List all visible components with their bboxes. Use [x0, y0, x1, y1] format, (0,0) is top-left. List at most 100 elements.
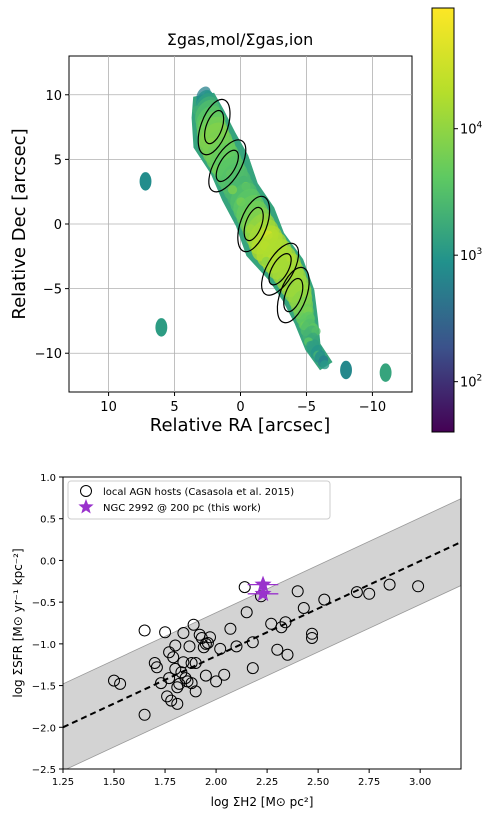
map-x-tick-label: −5: [297, 400, 316, 415]
agn-host-point: [171, 697, 184, 710]
map-y-tick-label: −5: [43, 283, 62, 298]
contour-line: [237, 195, 271, 253]
colorbar-tick-exponent: 3: [477, 247, 483, 257]
legend-label-agn: local AGN hosts (Casasola et al. 2015): [103, 487, 294, 498]
contour-line: [268, 253, 292, 286]
top-map-panel: Σgas,mol/Σgas,ion 10 5 0 −5 −10 10 5 0 −5 −10 Re…: [9, 30, 413, 436]
agn-host-point: [218, 668, 231, 681]
agn-host-point: [199, 669, 212, 682]
map-title: Σgas,mol/Σgas,ion: [167, 30, 314, 49]
agn-host-point: [197, 641, 210, 654]
agn-host-point: [246, 636, 259, 649]
agn-host-point: [230, 640, 243, 653]
scatter-y-tick-label: −0.5: [32, 598, 56, 609]
scatter-x-tick-label: 1.75: [154, 777, 176, 788]
scatter-uncertainty-band: [63, 498, 461, 769]
scatter-fit-line: [63, 541, 461, 729]
agn-host-point: [350, 586, 363, 599]
scatter-x-ticks: 1.25 1.50 1.75 2.00 2.25 2.50 2.75 3.00: [52, 769, 431, 788]
agn-host-point: [204, 631, 216, 644]
scatter-x-tick-label: 3.00: [409, 777, 431, 788]
agn-host-point: [169, 639, 182, 652]
agn-host-point: [279, 616, 292, 629]
agn-host-point: [175, 666, 188, 679]
emission-blob: [379, 363, 392, 382]
map-y-axis-label: Relative Dec [arcsec]: [9, 128, 30, 319]
map-x-axis-label: Relative RA [arcsec]: [150, 415, 330, 436]
legend-star-marker: [78, 499, 94, 514]
agn-host-point: [177, 627, 190, 639]
map-x-tick-label: 10: [100, 400, 117, 415]
agn-host-point: [291, 585, 304, 598]
scatter-x-tick-label: 1.25: [52, 777, 74, 788]
map-y-ticks: 10 5 0 −5 −10: [35, 89, 69, 362]
scatter-x-tick-label: 2.00: [205, 777, 227, 788]
agn-host-point: [318, 593, 331, 606]
map-y-tick-label: 5: [54, 153, 62, 168]
scatter-y-tick-label: −2.5: [32, 765, 56, 776]
map-x-tick-label: 5: [170, 400, 178, 415]
colorbar-gradient: [431, 7, 455, 433]
ngc2992-points: [247, 575, 279, 602]
agn-host-point: [306, 632, 318, 644]
agn-host-point: [169, 662, 182, 675]
scatter-x-axis-label: log ΣH2 [M⊙ pc²]: [211, 795, 314, 809]
emission-blob: [155, 318, 168, 337]
scatter-x-tick-label: 2.50: [307, 777, 329, 788]
agn-host-point: [383, 578, 396, 591]
legend-box: [67, 480, 331, 520]
map-y-tick-label: 0: [54, 218, 62, 233]
agn-host-point: [185, 677, 198, 690]
agn-host-point: [138, 624, 151, 637]
scatter-y-tick-label: 1.0: [40, 473, 56, 484]
agn-host-point: [185, 657, 198, 669]
emission-blob: [340, 360, 352, 380]
agn-host-point: [210, 675, 223, 688]
agn-host-point: [306, 627, 318, 640]
map-y-tick-label: 10: [45, 89, 62, 104]
agn-host-point: [161, 690, 174, 703]
agn-host-point: [189, 657, 202, 669]
map-x-tick-label: −10: [359, 400, 386, 415]
agn-host-point: [363, 587, 376, 600]
agn-host-point: [224, 622, 237, 635]
scatter-y-tick-label: 0.0: [40, 556, 56, 567]
contour-line: [276, 266, 310, 324]
agn-host-point: [189, 685, 202, 698]
agn-host-points: [108, 578, 425, 721]
contour-line: [215, 149, 239, 183]
scatter-legend: local AGN hosts (Casasola et al. 2015) N…: [67, 480, 331, 520]
contour-line: [283, 277, 304, 313]
colorbar-tick-label: 104: [460, 121, 483, 138]
scatter-y-tick-label: −1.0: [32, 640, 56, 651]
colorbar: 102 103 104: [431, 7, 483, 433]
agn-host-point: [163, 672, 176, 685]
agn-host-point: [159, 626, 172, 639]
scatter-y-axis-label: log ΣSFR [M⊙ yr⁻¹ kpc⁻²]: [11, 548, 25, 697]
agn-host-point: [177, 656, 190, 669]
agn-host-point: [271, 643, 284, 656]
scatter-x-tick-label: 1.50: [103, 777, 125, 788]
scatter-y-tick-label: −1.5: [32, 682, 56, 693]
agn-host-point: [238, 581, 251, 594]
scatter-y-ticks: 1.0 0.5 0.0 −0.5 −1.0 −1.5 −2.0 −2.5: [32, 473, 63, 776]
scatter-x-tick-label: 2.75: [358, 777, 380, 788]
legend-label-ngc: NGC 2992 @ 200 pc (this work): [103, 503, 261, 514]
colorbar-ticks: 102 103 104: [454, 121, 483, 391]
agn-host-point: [165, 694, 178, 707]
map-y-tick-label: −10: [35, 347, 62, 362]
bottom-scatter-panel: 1.25 1.50 1.75 2.00 2.25 2.50 2.75 3.00 1.0 0.5 0…: [11, 473, 462, 809]
colorbar-tick-exponent: 4: [477, 121, 483, 131]
legend-circle-marker: [80, 485, 92, 497]
colorbar-tick-label: 103: [460, 247, 482, 264]
emission-speckle: [227, 185, 238, 195]
contour-line: [261, 242, 300, 296]
agn-host-point: [187, 618, 200, 631]
agn-host-point: [201, 637, 214, 649]
colorbar-tick-exponent: 2: [477, 374, 483, 384]
emission-speckle: [320, 360, 330, 370]
contour-line: [197, 98, 231, 156]
colorbar-tick-label: 102: [460, 374, 482, 391]
ngc2992-star: [254, 575, 272, 592]
agn-host-point: [171, 681, 184, 694]
